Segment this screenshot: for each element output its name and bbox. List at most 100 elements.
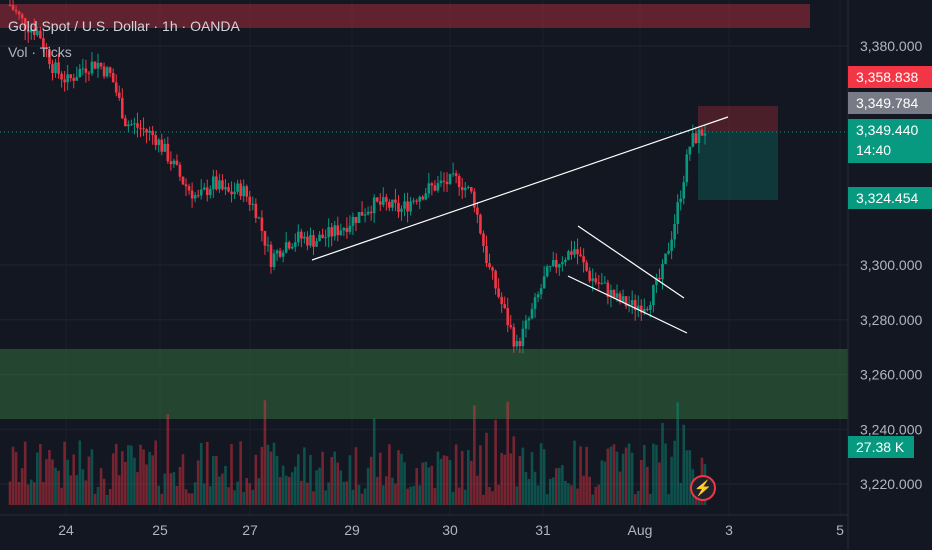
- volume-bar: [39, 444, 42, 505]
- candle-body: [670, 239, 673, 251]
- volume-bar: [564, 480, 567, 505]
- lightning-bolt-icon[interactable]: ⚡: [690, 475, 716, 501]
- candle-body: [494, 270, 497, 289]
- volume-bar: [406, 488, 409, 505]
- candle-body: [457, 175, 461, 188]
- candle-body: [503, 304, 506, 309]
- candle-body: [427, 183, 431, 194]
- candle-body: [20, 14, 24, 19]
- candle-body: [530, 308, 534, 319]
- volume-legend[interactable]: Vol · Ticks: [8, 44, 72, 60]
- symbol-title[interactable]: Gold Spot / U.S. Dollar · 1h · OANDA: [8, 18, 240, 34]
- volume-bar: [357, 484, 361, 505]
- candle-body: [512, 327, 516, 347]
- candle-body: [108, 67, 112, 73]
- candle-body: [354, 216, 358, 223]
- volume-bar: [14, 452, 18, 505]
- volume-bar: [466, 450, 470, 505]
- candle-body: [187, 186, 191, 191]
- candle-body: [400, 208, 403, 212]
- volume-bar: [403, 462, 406, 505]
- volume-bar: [306, 482, 309, 505]
- candle-body: [81, 68, 85, 70]
- volume-bar: [460, 450, 464, 505]
- volume-bar: [78, 440, 82, 505]
- candle-body: [509, 325, 513, 328]
- volume-bar: [26, 484, 30, 505]
- candle-body: [412, 200, 415, 202]
- candle-body: [327, 227, 330, 238]
- volume-bar: [545, 494, 549, 505]
- candle-body: [597, 282, 601, 284]
- candle-body: [448, 173, 452, 185]
- volume-bar: [415, 468, 418, 505]
- candle-body: [39, 30, 42, 39]
- candle-body: [694, 133, 698, 144]
- volume-bar: [509, 453, 513, 505]
- x-tick-label: 31: [535, 522, 551, 538]
- volume-bar: [57, 470, 60, 505]
- candle-body: [430, 183, 434, 186]
- candle-body: [576, 249, 579, 255]
- volume-bar: [618, 471, 622, 505]
- volume-bar: [385, 476, 388, 505]
- candle-body: [518, 341, 522, 347]
- candle-body: [476, 207, 479, 215]
- volume-bar: [318, 467, 321, 505]
- volume-bar: [345, 481, 349, 505]
- candle-body: [618, 293, 622, 302]
- volume-bar: [551, 477, 555, 505]
- volume-bar: [275, 456, 279, 505]
- volume-bar: [96, 486, 100, 505]
- candle-body: [542, 276, 546, 289]
- candle-body: [90, 61, 94, 74]
- volume-bar: [536, 485, 540, 505]
- candle-body: [266, 244, 270, 246]
- volume-bar: [627, 443, 631, 505]
- candle-body: [242, 186, 245, 197]
- candle-body: [688, 146, 692, 155]
- volume-bar: [363, 488, 367, 505]
- candle-body: [312, 235, 315, 247]
- last-price-label: 3,349.440 14:40: [848, 119, 932, 163]
- volume-bar: [567, 483, 570, 505]
- candle-body: [600, 283, 604, 285]
- candle-body: [281, 252, 285, 257]
- x-tick-label: 29: [344, 522, 360, 538]
- candle-body: [667, 250, 670, 254]
- volume-bar: [224, 466, 227, 505]
- volume-bar: [579, 446, 582, 505]
- volume-bar: [108, 489, 112, 505]
- wedge-lower-line: [567, 275, 688, 334]
- candle-body: [54, 62, 57, 73]
- y-tick-label: 3,260.000: [860, 367, 922, 383]
- volume-bar: [615, 451, 619, 505]
- candle-body: [212, 176, 215, 190]
- volume-bar: [630, 452, 634, 505]
- volume-bar: [482, 494, 485, 505]
- volume-bar: [254, 454, 258, 505]
- candle-body: [297, 231, 300, 243]
- volume-bar: [239, 441, 242, 505]
- candle-body: [497, 288, 500, 297]
- candle-body: [488, 263, 491, 268]
- y-tick-label: 3,240.000: [860, 421, 922, 437]
- volume-bar: [488, 486, 491, 505]
- volume-bar: [646, 466, 649, 505]
- candle-body: [700, 129, 704, 136]
- volume-bar: [160, 493, 164, 505]
- volume-bar: [263, 400, 267, 505]
- volume-bar: [221, 473, 224, 505]
- volume-bar: [369, 456, 373, 505]
- volume-bar: [120, 451, 124, 505]
- volume-bar: [87, 456, 91, 505]
- candle-body: [582, 256, 585, 263]
- volume-bar: [114, 443, 118, 505]
- volume-bar: [591, 494, 595, 505]
- candle-body: [69, 74, 72, 79]
- volume-bar: [670, 456, 673, 505]
- candle-body: [169, 161, 173, 165]
- volume-bar: [582, 475, 585, 505]
- volume-bar: [199, 442, 203, 505]
